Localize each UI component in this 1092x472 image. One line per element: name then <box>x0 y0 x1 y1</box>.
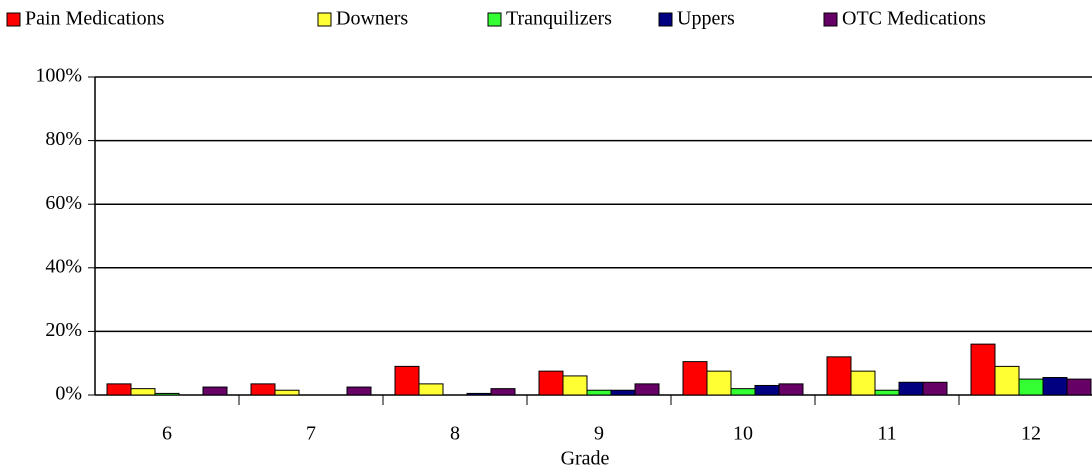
bar <box>826 356 852 396</box>
legend-label: Pain Medications <box>25 8 165 30</box>
bar <box>610 389 636 396</box>
bar <box>898 381 924 396</box>
y-tick-label: 80% <box>45 128 82 150</box>
bar <box>106 383 132 396</box>
legend-swatch <box>317 12 332 27</box>
bar <box>154 392 180 396</box>
x-tick-label: 11 <box>877 423 896 445</box>
legend-swatch <box>823 12 838 27</box>
bar <box>1066 378 1092 396</box>
x-tick-label: 7 <box>306 423 316 445</box>
bar <box>538 370 564 396</box>
y-tick-label: 20% <box>45 319 82 341</box>
y-tick-label: 100% <box>35 65 82 87</box>
legend-swatch <box>487 12 502 27</box>
y-tick-label: 0% <box>55 383 82 405</box>
bar <box>418 383 444 396</box>
x-tick-label: 8 <box>450 423 460 445</box>
bar <box>562 375 588 396</box>
bar <box>970 343 996 396</box>
bar <box>346 386 372 396</box>
legend-label: Tranquilizers <box>506 8 612 30</box>
bar <box>874 389 900 396</box>
bar <box>1042 377 1068 396</box>
bar <box>274 389 300 396</box>
bar <box>250 383 276 396</box>
bar <box>466 392 492 396</box>
legend-swatch <box>6 12 21 27</box>
legend-label: OTC Medications <box>842 8 986 30</box>
bar <box>778 383 804 396</box>
bar <box>922 381 948 396</box>
bar <box>706 370 732 396</box>
bar <box>394 365 420 396</box>
bar <box>1018 378 1044 396</box>
bar <box>754 384 780 396</box>
legend-label: Downers <box>336 8 408 30</box>
x-tick-label: 6 <box>162 423 172 445</box>
bar <box>202 386 228 396</box>
x-tick-label: 10 <box>733 423 753 445</box>
bar <box>682 361 708 396</box>
bar <box>994 365 1020 396</box>
y-tick-label: 60% <box>45 192 82 214</box>
legend-swatch <box>658 12 673 27</box>
x-tick-label: 9 <box>594 423 604 445</box>
y-tick-label: 40% <box>45 255 82 277</box>
x-axis-label: Grade <box>561 448 610 470</box>
bar <box>634 383 660 396</box>
bar <box>586 389 612 396</box>
legend-label: Uppers <box>677 8 735 30</box>
x-tick-label: 12 <box>1021 423 1041 445</box>
bar <box>130 388 156 396</box>
bar <box>730 388 756 396</box>
bar <box>490 388 516 396</box>
bar <box>850 370 876 396</box>
